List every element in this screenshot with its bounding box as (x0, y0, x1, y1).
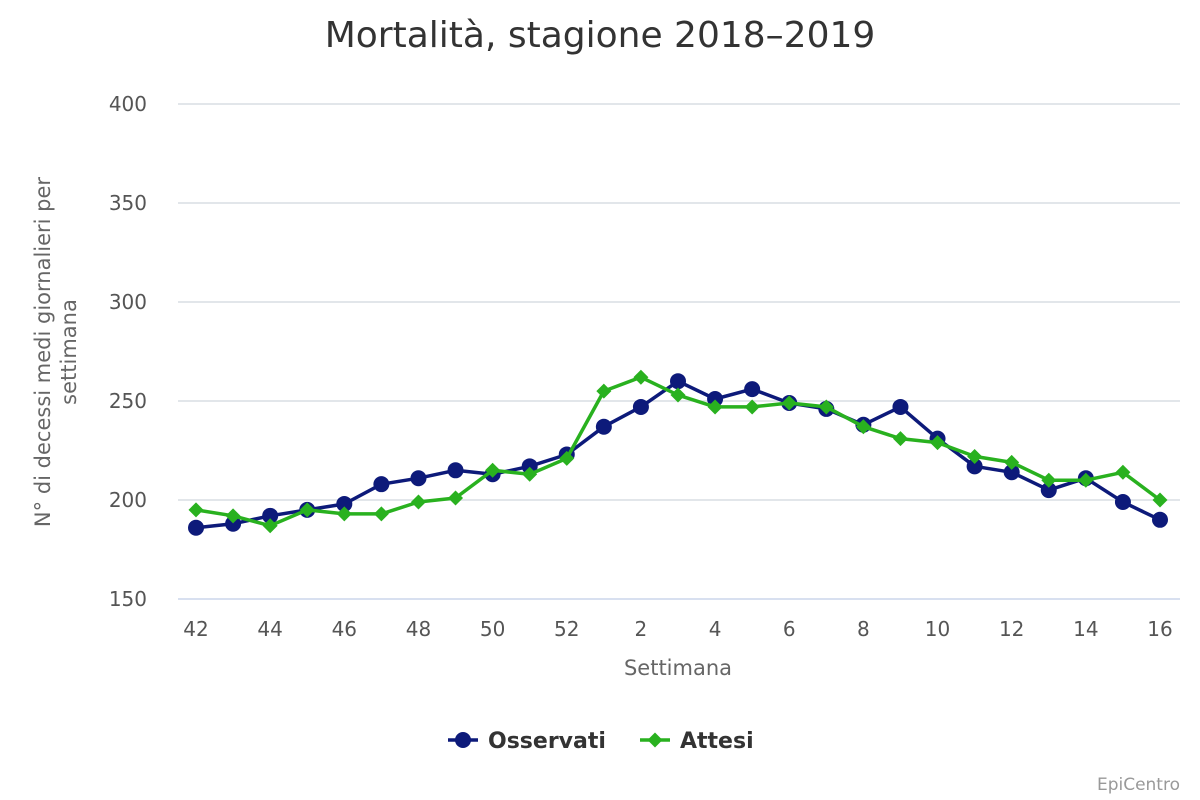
data-point[interactable] (1040, 482, 1057, 499)
x-tick-label: 8 (857, 617, 870, 641)
data-point[interactable] (1115, 464, 1131, 480)
y-tick-label: 300 (109, 290, 147, 314)
y-tick-label: 200 (109, 488, 147, 512)
legend-item-osservati[interactable]: Osservati (448, 729, 606, 754)
data-point[interactable] (559, 450, 575, 466)
y-axis-title-line: settimana (57, 299, 81, 405)
data-point[interactable] (707, 391, 724, 408)
data-point[interactable] (1004, 454, 1020, 470)
data-point[interactable] (1152, 511, 1168, 528)
data-point[interactable] (373, 506, 389, 522)
x-tick-label: 4 (709, 617, 722, 641)
data-point[interactable] (967, 448, 983, 464)
y-axis-title-line: N° di decessi medi giornalieri per (31, 177, 55, 527)
data-point[interactable] (670, 373, 686, 390)
x-axis-ticks: 42 44 46 48 50 52 2 4 6 8 10 12 14 16 (183, 617, 1172, 641)
data-point[interactable] (485, 462, 501, 478)
grid-lines (178, 103, 1180, 600)
y-tick-label: 150 (109, 587, 147, 611)
data-point[interactable] (299, 502, 315, 518)
data-point[interactable] (225, 515, 242, 532)
data-point[interactable] (447, 462, 464, 479)
x-tick-label: 46 (332, 617, 357, 641)
x-tick-label: 50 (480, 617, 505, 641)
data-point[interactable] (410, 494, 426, 510)
series-attesi (188, 369, 1168, 534)
y-tick-label: 250 (109, 389, 147, 413)
legend-label: Osservati (488, 729, 606, 754)
credit-label[interactable]: EpiCentro (1097, 775, 1180, 795)
x-tick-label: 48 (406, 617, 431, 641)
x-tick-label: 52 (554, 617, 579, 641)
data-point[interactable] (930, 435, 946, 451)
chart-title: Mortalità, stagione 2018–2019 (325, 15, 876, 56)
data-point[interactable] (188, 519, 204, 536)
data-point[interactable] (225, 508, 241, 524)
data-point[interactable] (336, 495, 353, 512)
series-group (188, 369, 1168, 536)
data-point[interactable] (744, 381, 761, 398)
legend-marker[interactable] (647, 732, 663, 748)
x-tick-label: 14 (1073, 617, 1098, 641)
data-point[interactable] (596, 383, 612, 399)
data-point[interactable] (707, 399, 723, 415)
x-tick-label: 44 (257, 617, 282, 641)
legend[interactable]: Osservati Attesi (448, 729, 754, 754)
x-axis-title: Settimana (624, 656, 732, 680)
data-point[interactable] (633, 369, 649, 385)
data-point[interactable] (188, 502, 204, 518)
series-osservati (188, 373, 1168, 536)
y-tick-label: 350 (109, 191, 147, 215)
data-point[interactable] (855, 419, 871, 435)
x-tick-label: 2 (635, 617, 648, 641)
legend-item-attesi[interactable]: Attesi (640, 729, 754, 754)
legend-label: Attesi (680, 729, 754, 754)
x-tick-label: 42 (183, 617, 208, 641)
y-tick-label: 400 (109, 92, 147, 116)
data-point[interactable] (670, 387, 686, 403)
data-point[interactable] (1003, 464, 1020, 481)
y-axis-title: N° di decessi medi giornalieri persettim… (31, 177, 81, 527)
data-point[interactable] (410, 470, 427, 487)
data-point[interactable] (744, 399, 760, 415)
data-point[interactable] (892, 431, 908, 447)
data-point[interactable] (522, 466, 538, 482)
data-point[interactable] (1114, 493, 1131, 510)
y-axis-ticks: 150 200 250 300 350 400 (109, 92, 147, 611)
data-point[interactable] (632, 398, 649, 415)
data-point[interactable] (1152, 492, 1168, 508)
data-point[interactable] (1041, 472, 1057, 488)
data-point[interactable] (521, 458, 538, 475)
x-tick-label: 12 (999, 617, 1024, 641)
x-tick-label: 16 (1147, 617, 1172, 641)
legend-marker[interactable] (455, 732, 471, 748)
data-point[interactable] (595, 418, 612, 435)
data-point[interactable] (892, 398, 909, 415)
data-point[interactable] (373, 476, 390, 493)
x-tick-label: 10 (925, 617, 950, 641)
data-point[interactable] (966, 458, 983, 475)
data-point[interactable] (818, 399, 834, 415)
data-point[interactable] (781, 395, 797, 411)
data-point[interactable] (262, 518, 278, 534)
x-tick-label: 6 (783, 617, 796, 641)
data-point[interactable] (336, 506, 352, 522)
data-point[interactable] (262, 507, 279, 524)
data-point[interactable] (1078, 472, 1094, 488)
data-point[interactable] (448, 490, 464, 506)
